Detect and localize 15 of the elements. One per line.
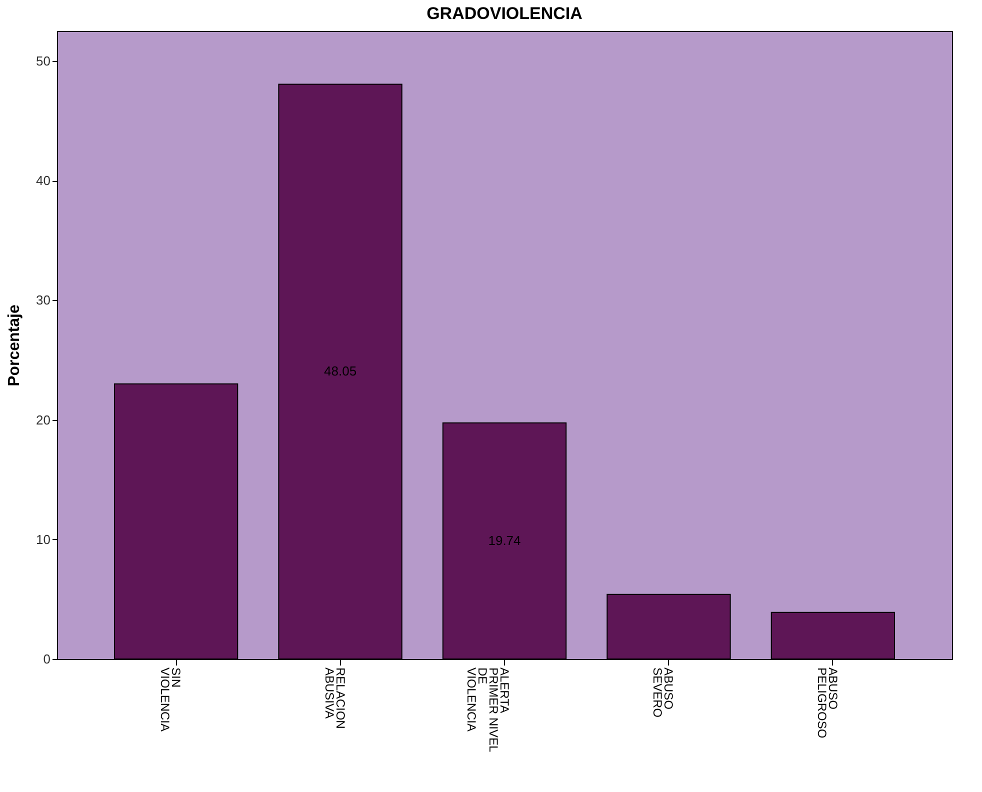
y-tick-label: 40 [36,173,50,188]
y-tick-label: 10 [36,532,50,547]
data-label: 19.74 [488,532,521,548]
y-tick-label: 50 [36,53,50,68]
x-tick-label: ABUSO PELIGROSO [814,668,840,738]
y-tick-label: 0 [43,652,50,666]
x-tick-label: ALERTA PRIMER NIVEL DE VIOLENCIA [464,668,512,753]
y-tick-label: 20 [36,412,50,428]
data-label: 48.05 [324,364,357,379]
y-tick-label: 30 [36,292,50,308]
x-tick-label: ABUSO SEVERO [650,668,676,718]
x-tick-label: SIN VIOLENCIA [158,668,184,732]
x-tick-label: RELACION ABUSIVA [322,668,348,729]
chart-title: GRADOVIOLENCIA [426,4,582,23]
y-axis-title: Porcentaje [6,304,24,386]
